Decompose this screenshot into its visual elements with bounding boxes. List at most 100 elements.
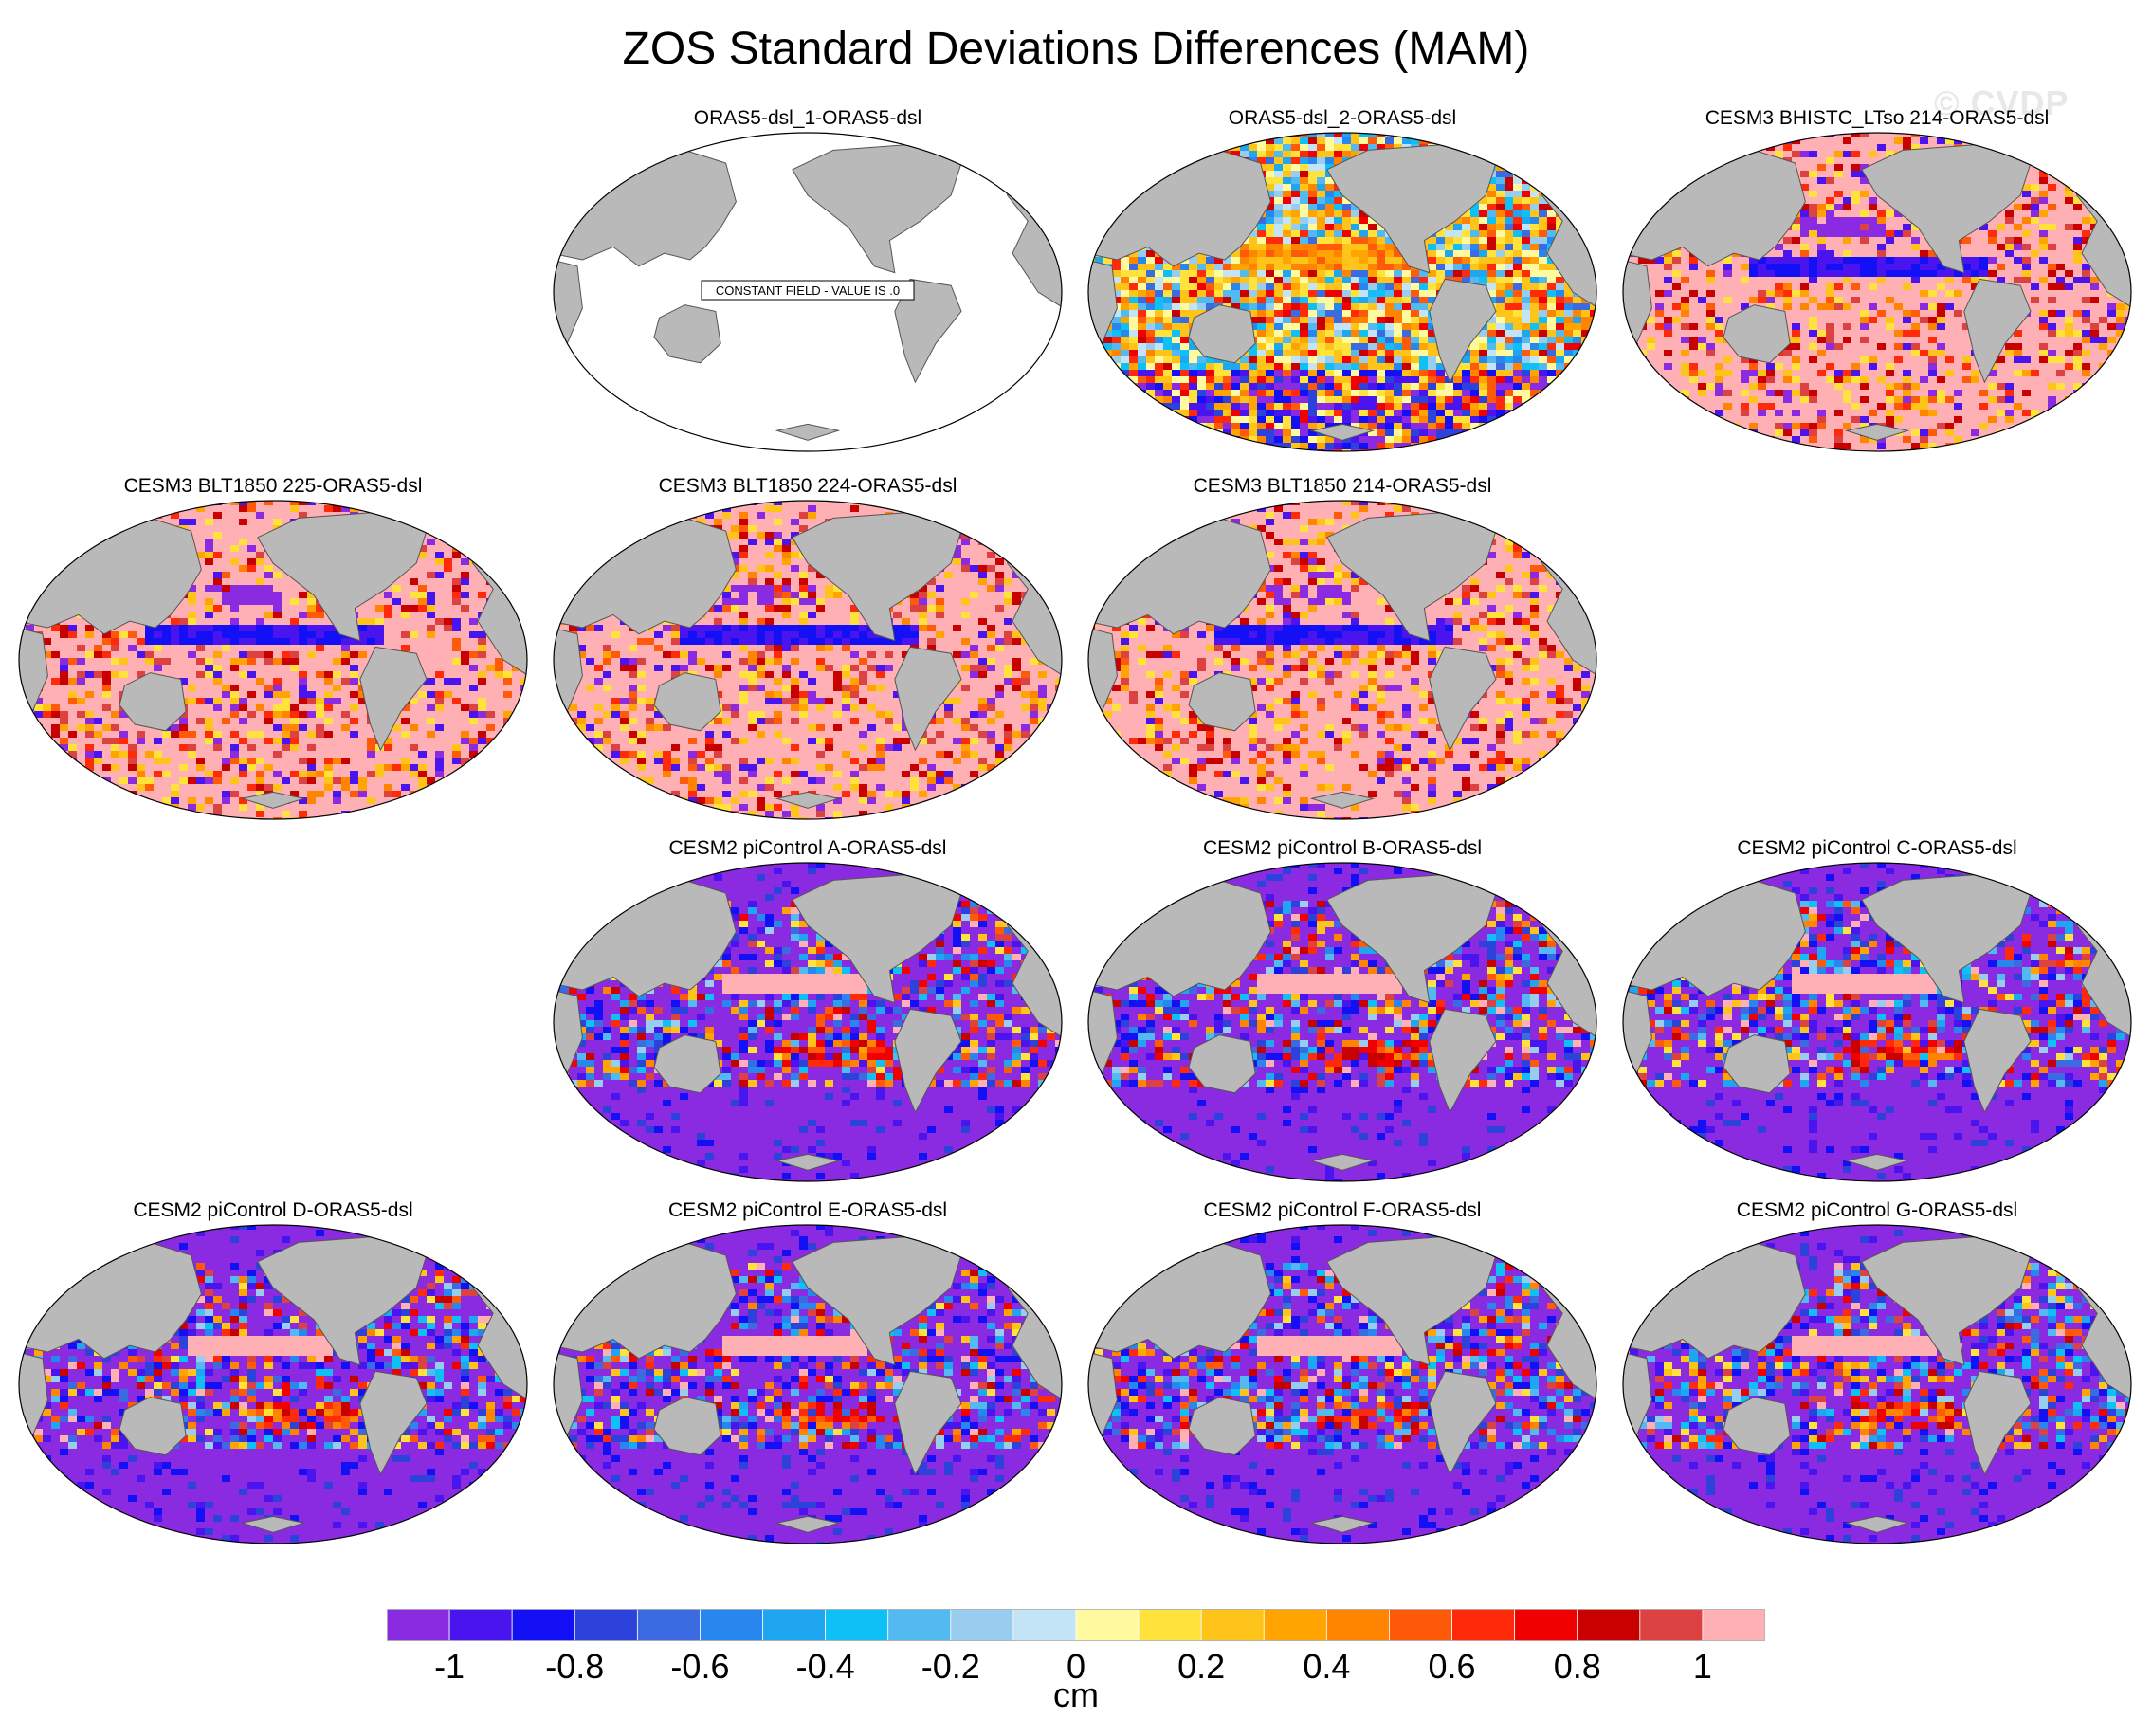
colorbar-swatch — [636, 1609, 701, 1642]
colorbar-tick-label: -0.2 — [921, 1648, 980, 1686]
map — [1622, 1224, 2132, 1544]
map — [553, 862, 1063, 1182]
land — [19, 1235, 527, 1533]
colorbar-tick-label: 0 — [1067, 1648, 1085, 1686]
svg-text:CONSTANT FIELD - VALUE IS .0: CONSTANT FIELD - VALUE IS .0 — [716, 283, 900, 298]
map-panel: CESM2 piControl E-ORAS5-dsl — [542, 1198, 1073, 1557]
map — [1087, 500, 1597, 820]
watermark: © CVDP — [1934, 83, 2070, 123]
map-border — [1087, 862, 1597, 1182]
land — [554, 873, 1062, 1171]
land — [1623, 143, 2131, 441]
land — [1623, 873, 2131, 1171]
map — [1622, 862, 2132, 1182]
colorbar-tick-label: 1 — [1693, 1648, 1712, 1686]
panel-title: CESM2 piControl G-ORAS5-dsl — [1612, 1198, 2143, 1223]
land — [554, 143, 1062, 441]
colorbar-tick-label: 0.4 — [1303, 1648, 1350, 1686]
colorbar-swatch — [825, 1609, 889, 1642]
land — [1088, 143, 1596, 441]
colorbar-swatch — [1263, 1609, 1327, 1642]
map-border — [553, 500, 1063, 820]
panel-title: CESM3 BLT1850 225-ORAS5-dsl — [8, 474, 538, 499]
colorbar-tick-label: 0.6 — [1429, 1648, 1476, 1686]
panel-title: CESM2 piControl B-ORAS5-dsl — [1077, 836, 1608, 861]
colorbar-swatch — [1639, 1609, 1704, 1642]
panel-title: CESM2 piControl E-ORAS5-dsl — [542, 1198, 1073, 1223]
colorbar-tick-label: 0.2 — [1177, 1648, 1225, 1686]
map — [1087, 1224, 1597, 1544]
colorbar-swatch — [1325, 1609, 1390, 1642]
map: CONSTANT FIELD - VALUE IS .0 — [553, 132, 1063, 452]
map-border — [18, 1224, 528, 1544]
colorbar-units: cm — [0, 1676, 2152, 1714]
map — [553, 500, 1063, 820]
colorbar-swatch — [1012, 1609, 1077, 1642]
colorbar-swatch — [1075, 1609, 1140, 1642]
panel-title: CESM3 BLT1850 214-ORAS5-dsl — [1077, 474, 1608, 499]
colorbar-swatch — [448, 1609, 513, 1642]
map-border — [1087, 500, 1597, 820]
land — [1623, 1235, 2131, 1533]
colorbar-swatch — [950, 1609, 1014, 1642]
map-panel: CESM2 piControl A-ORAS5-dsl — [542, 836, 1073, 1195]
map-border — [1622, 862, 2132, 1182]
map-border — [553, 1224, 1063, 1544]
map-panel: CESM3 BHISTC_LTso 214-ORAS5-dsl — [1612, 106, 2143, 465]
land — [1088, 1235, 1596, 1533]
map-panel: ORAS5-dsl_2-ORAS5-dsl — [1077, 106, 1608, 465]
map-panel: CESM2 piControl C-ORAS5-dsl — [1612, 836, 2143, 1195]
colorbar-swatch — [1138, 1609, 1202, 1642]
map-border — [18, 500, 528, 820]
map-panel: CESM3 BLT1850 225-ORAS5-dsl — [8, 474, 538, 832]
map-border — [1087, 1224, 1597, 1544]
map-border — [1087, 132, 1597, 452]
panel-title: CESM2 piControl F-ORAS5-dsl — [1077, 1198, 1608, 1223]
map-panel: CESM2 piControl B-ORAS5-dsl — [1077, 836, 1608, 1195]
colorbar-swatch — [1702, 1609, 1765, 1642]
map — [1622, 132, 2132, 452]
map-border — [1622, 1224, 2132, 1544]
panel-title: ORAS5-dsl_1-ORAS5-dsl — [542, 106, 1073, 131]
panel-title: CESM3 BLT1850 224-ORAS5-dsl — [542, 474, 1073, 499]
figure-title: ZOS Standard Deviations Differences (MAM… — [0, 21, 2152, 78]
colorbar-tick-label: -0.6 — [670, 1648, 729, 1686]
map — [1087, 862, 1597, 1182]
panel-title: CESM2 piControl D-ORAS5-dsl — [8, 1198, 538, 1223]
map-border — [1622, 132, 2132, 452]
colorbar — [387, 1609, 1765, 1642]
map-panel: CESM2 piControl G-ORAS5-dsl — [1612, 1198, 2143, 1557]
map-border — [553, 132, 1063, 452]
panel-title: CESM2 piControl A-ORAS5-dsl — [542, 836, 1073, 861]
panel-title: CESM3 BHISTC_LTso 214-ORAS5-dsl — [1612, 106, 2143, 131]
colorbar-swatch — [574, 1609, 638, 1642]
colorbar-tick-label: -0.4 — [796, 1648, 855, 1686]
colorbar-tick-label: -1 — [434, 1648, 465, 1686]
map-panel: CESM2 piControl D-ORAS5-dsl — [8, 1198, 538, 1557]
colorbar-swatch — [762, 1609, 827, 1642]
colorbar-swatch — [387, 1609, 450, 1642]
colorbar-swatch — [1451, 1609, 1516, 1642]
map — [18, 500, 528, 820]
map — [1087, 132, 1597, 452]
map-panel: CESM2 piControl F-ORAS5-dsl — [1077, 1198, 1608, 1557]
colorbar-swatch — [511, 1609, 575, 1642]
land — [554, 511, 1062, 809]
constant-field-note: CONSTANT FIELD - VALUE IS .0 — [701, 280, 915, 301]
land — [1088, 873, 1596, 1171]
colorbar-swatch — [887, 1609, 952, 1642]
land — [1088, 511, 1596, 809]
colorbar-swatch — [1389, 1609, 1452, 1642]
colorbar-swatch — [1514, 1609, 1578, 1642]
map — [18, 1224, 528, 1544]
map-panel: CESM3 BLT1850 214-ORAS5-dsl — [1077, 474, 1608, 832]
panel-title: ORAS5-dsl_2-ORAS5-dsl — [1077, 106, 1608, 131]
colorbar-swatch — [1200, 1609, 1265, 1642]
colorbar-labels: -1 -0.8 -0.6 -0.4 -0.2 0 0.2 0.4 0.6 0.8 1 — [0, 1648, 2152, 1686]
map-border — [553, 862, 1063, 1182]
land — [554, 1235, 1062, 1533]
colorbar-tick-label: 0.8 — [1554, 1648, 1601, 1686]
panel-title: CESM2 piControl C-ORAS5-dsl — [1612, 836, 2143, 861]
map-panel: ORAS5-dsl_1-ORAS5-dsl CONSTANT FIELD - VA… — [542, 106, 1073, 465]
colorbar-tick-label: -0.8 — [545, 1648, 604, 1686]
